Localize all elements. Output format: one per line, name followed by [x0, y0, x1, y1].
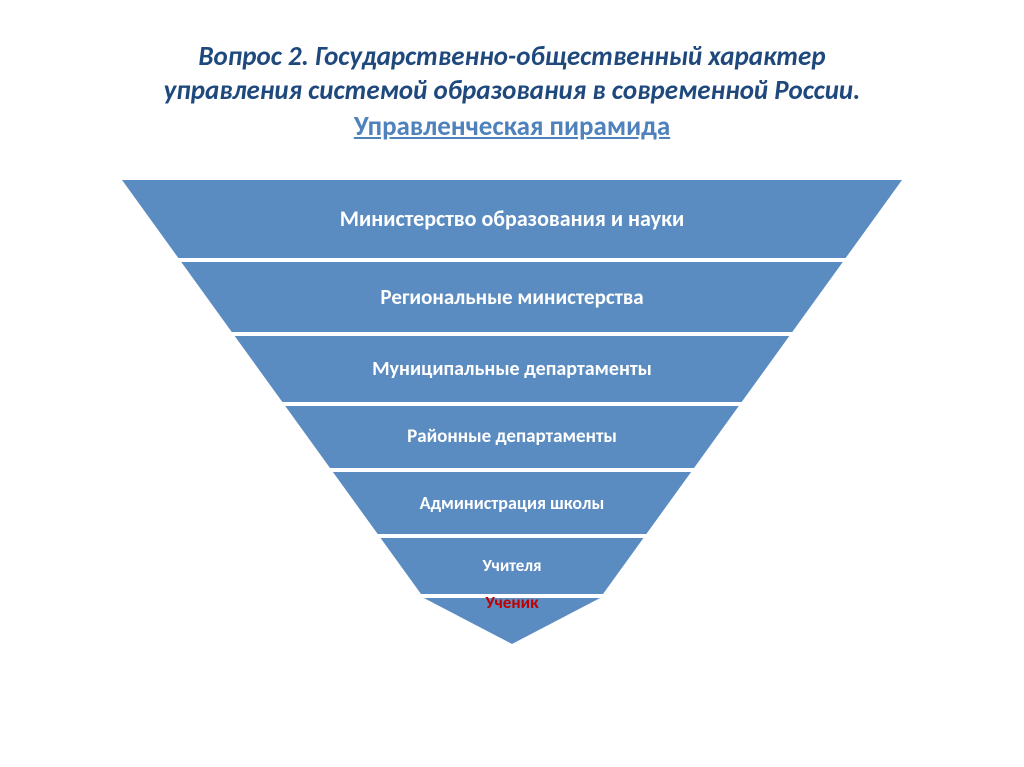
title-line-1: Вопрос 2. Государственно-общественный ха…	[60, 40, 964, 74]
pyramid-band-2: Муниципальные департаменты	[235, 336, 790, 402]
title-line-2: управления системой образования в соврем…	[60, 74, 964, 108]
pyramid-band-3: Районные департаменты	[285, 406, 739, 468]
subtitle: Управленческая пирамида	[60, 110, 964, 143]
pyramid-band-label-4: Администрация школы	[420, 494, 605, 513]
pyramid-band-label-1: Региональные министерства	[380, 286, 643, 308]
pyramid-band-label-5: Учителя	[482, 557, 541, 575]
pyramid-apex-label: Ученик	[485, 592, 538, 613]
pyramid-band-label-2: Муниципальные департаменты	[372, 359, 652, 380]
pyramid-band-4: Администрация школы	[333, 472, 691, 534]
pyramid-band-1: Региональные министерства	[181, 262, 843, 332]
pyramid-band-label-3: Районные департаменты	[407, 427, 617, 447]
slide: Вопрос 2. Государственно-общественный ха…	[0, 0, 1024, 767]
pyramid-band-0: Министерство образования и науки	[122, 180, 902, 258]
title-block: Вопрос 2. Государственно-общественный ха…	[60, 40, 964, 143]
pyramid-band-5: Учителя	[381, 538, 644, 594]
pyramid: Министерство образования и науки Регионал…	[122, 180, 902, 720]
pyramid-band-label-0: Министерство образования и науки	[340, 207, 684, 230]
